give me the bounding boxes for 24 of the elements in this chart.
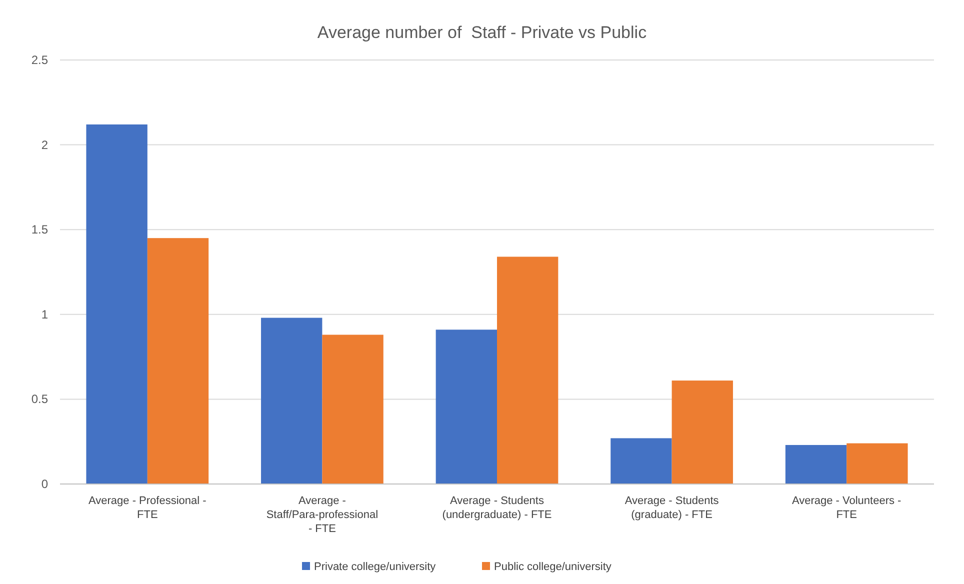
chart-title: Average number of Staff - Private vs Public [317, 23, 648, 42]
y-tick-label: 2.5 [31, 53, 48, 67]
bar [86, 124, 148, 484]
y-tick-label: 0 [41, 477, 48, 491]
bar [497, 256, 558, 484]
bar [846, 443, 908, 484]
bar [261, 318, 322, 484]
y-tick-label: 1.5 [31, 222, 48, 237]
x-tick-label: Average - Volunteers - FTE [792, 495, 902, 521]
bar [610, 438, 672, 484]
x-tick-label: Average - Students (undergraduate) - FTE [442, 495, 552, 521]
y-tick-label: 2 [41, 138, 48, 152]
x-tick-label: Average - Professional - FTE [88, 495, 207, 521]
y-tick-label: 0.5 [31, 392, 48, 406]
bar [672, 380, 733, 484]
bar [147, 238, 209, 484]
bar [322, 334, 384, 484]
legend-label: Public college/university [494, 561, 612, 573]
bar [785, 444, 847, 484]
x-tick-label: Average - Students (graduate) - FTE [624, 495, 720, 521]
y-tick-label: 1 [41, 307, 48, 322]
bar [436, 330, 497, 484]
x-tick-label: Average - Staff/Para-professional - FTE [266, 495, 378, 535]
legend-label: Private college/university [314, 561, 436, 573]
